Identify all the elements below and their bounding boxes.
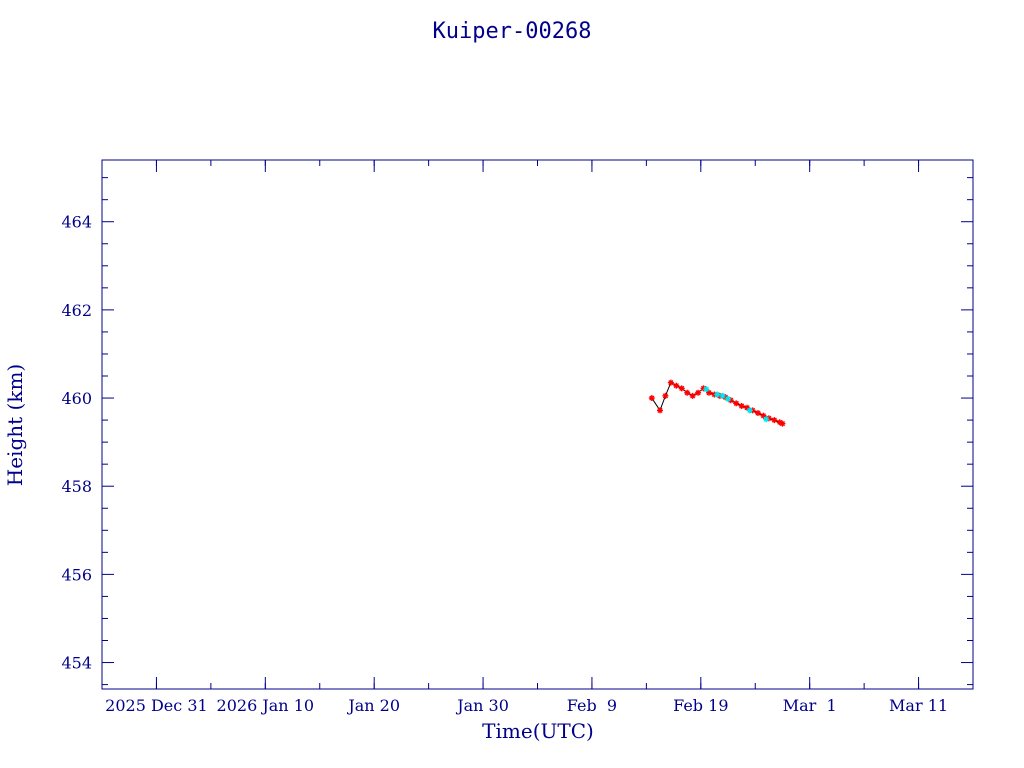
axis-ticks	[102, 160, 973, 689]
y-axis-label: Height (km)	[3, 364, 27, 486]
data-point	[746, 407, 753, 414]
data-point	[689, 392, 696, 399]
data-point	[703, 386, 710, 393]
data-point	[684, 389, 691, 396]
x-tick-label: Mar 11	[889, 696, 948, 715]
x-tick-label: Jan 20	[346, 696, 400, 715]
x-tick-labels: 2025 Dec 31 2026 Jan 10 Jan 20 Jan 30 Feb 9 F…	[105, 696, 948, 715]
y-tick-label: 460	[61, 389, 92, 408]
y-tick-label: 454	[61, 654, 92, 673]
data-point	[648, 395, 655, 402]
data-point	[714, 391, 721, 398]
data-point	[678, 385, 685, 392]
chart-title: Kuiper-00268	[433, 19, 592, 44]
data-point	[719, 392, 726, 399]
data-point	[673, 382, 680, 389]
x-tick-label: Jan 30	[455, 696, 509, 715]
x-tick-label: Mar 1	[783, 696, 837, 715]
height-series	[648, 379, 786, 427]
plot-frame	[101, 159, 974, 690]
data-point	[763, 416, 770, 423]
data-point	[656, 407, 663, 414]
data-point	[779, 420, 786, 427]
x-tick-label: 2025 Dec 31	[105, 696, 208, 715]
y-tick-label: 462	[61, 301, 92, 320]
data-point	[733, 400, 740, 407]
y-tick-label: 456	[61, 565, 92, 584]
data-point	[754, 410, 761, 417]
x-axis-label: Time(UTC)	[482, 719, 594, 743]
data-point	[771, 417, 778, 424]
data-point	[725, 395, 732, 402]
data-point	[695, 389, 702, 396]
x-tick-label: 2026 Jan 10	[217, 696, 315, 715]
x-tick-label: Feb 9	[567, 696, 617, 715]
data-point	[662, 392, 669, 399]
y-tick-label: 464	[61, 213, 92, 232]
data-point	[738, 402, 745, 409]
x-tick-label: Feb 19	[673, 696, 728, 715]
y-tick-label: 458	[61, 477, 92, 496]
data-point	[667, 379, 674, 386]
y-tick-labels: 454 456 458 460 462 464	[61, 213, 92, 673]
